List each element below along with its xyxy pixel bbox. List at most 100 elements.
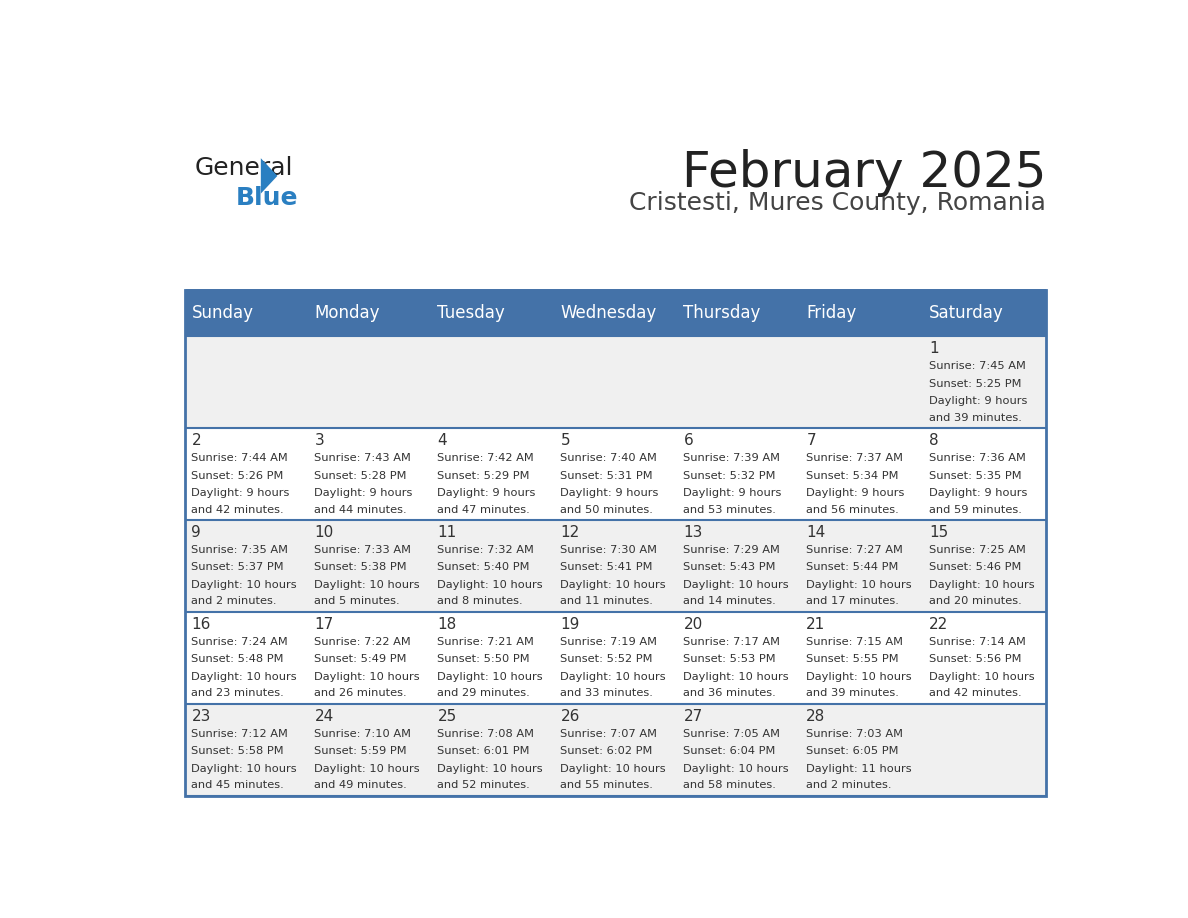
FancyBboxPatch shape bbox=[923, 290, 1047, 336]
Text: and 49 minutes.: and 49 minutes. bbox=[315, 780, 407, 790]
Text: and 52 minutes.: and 52 minutes. bbox=[437, 780, 530, 790]
Text: 22: 22 bbox=[929, 617, 948, 632]
Text: Daylight: 9 hours: Daylight: 9 hours bbox=[929, 396, 1028, 406]
Text: Sunset: 5:59 PM: Sunset: 5:59 PM bbox=[315, 746, 407, 756]
Text: Sunset: 5:31 PM: Sunset: 5:31 PM bbox=[561, 471, 653, 480]
Text: and 17 minutes.: and 17 minutes. bbox=[807, 597, 899, 607]
Text: Daylight: 10 hours: Daylight: 10 hours bbox=[807, 672, 912, 682]
Text: Daylight: 10 hours: Daylight: 10 hours bbox=[437, 672, 543, 682]
Text: and 50 minutes.: and 50 minutes. bbox=[561, 505, 653, 514]
FancyBboxPatch shape bbox=[309, 290, 431, 336]
Text: Sunset: 5:43 PM: Sunset: 5:43 PM bbox=[683, 563, 776, 573]
Text: Daylight: 10 hours: Daylight: 10 hours bbox=[929, 672, 1035, 682]
Text: and 20 minutes.: and 20 minutes. bbox=[929, 597, 1022, 607]
Text: Daylight: 9 hours: Daylight: 9 hours bbox=[929, 488, 1028, 498]
Text: Daylight: 9 hours: Daylight: 9 hours bbox=[191, 488, 290, 498]
Text: Daylight: 10 hours: Daylight: 10 hours bbox=[683, 580, 789, 590]
Text: and 42 minutes.: and 42 minutes. bbox=[191, 505, 284, 514]
Text: Daylight: 10 hours: Daylight: 10 hours bbox=[807, 580, 912, 590]
Text: and 29 minutes.: and 29 minutes. bbox=[437, 688, 530, 699]
Text: and 14 minutes.: and 14 minutes. bbox=[683, 597, 776, 607]
Text: Sunrise: 7:43 AM: Sunrise: 7:43 AM bbox=[315, 453, 411, 463]
Text: and 5 minutes.: and 5 minutes. bbox=[315, 597, 400, 607]
FancyBboxPatch shape bbox=[185, 612, 1047, 704]
Text: Sunrise: 7:12 AM: Sunrise: 7:12 AM bbox=[191, 729, 289, 739]
Text: Sunrise: 7:36 AM: Sunrise: 7:36 AM bbox=[929, 453, 1026, 463]
Text: 7: 7 bbox=[807, 433, 816, 448]
Text: and 39 minutes.: and 39 minutes. bbox=[807, 688, 899, 699]
Text: Sunset: 6:05 PM: Sunset: 6:05 PM bbox=[807, 746, 899, 756]
Text: Sunrise: 7:45 AM: Sunrise: 7:45 AM bbox=[929, 361, 1026, 371]
Text: and 26 minutes.: and 26 minutes. bbox=[315, 688, 407, 699]
Text: Sunrise: 7:44 AM: Sunrise: 7:44 AM bbox=[191, 453, 289, 463]
Text: Sunrise: 7:33 AM: Sunrise: 7:33 AM bbox=[315, 545, 411, 555]
Text: 23: 23 bbox=[191, 709, 210, 723]
Text: Tuesday: Tuesday bbox=[437, 305, 505, 322]
Text: Sunset: 5:52 PM: Sunset: 5:52 PM bbox=[561, 655, 653, 665]
Text: Sunrise: 7:07 AM: Sunrise: 7:07 AM bbox=[561, 729, 657, 739]
Text: Sunrise: 7:24 AM: Sunrise: 7:24 AM bbox=[191, 637, 289, 647]
Text: Sunrise: 7:10 AM: Sunrise: 7:10 AM bbox=[315, 729, 411, 739]
Text: 19: 19 bbox=[561, 617, 580, 632]
Text: Monday: Monday bbox=[315, 305, 380, 322]
Text: 18: 18 bbox=[437, 617, 456, 632]
Text: Sunset: 5:50 PM: Sunset: 5:50 PM bbox=[437, 655, 530, 665]
Text: Sunrise: 7:22 AM: Sunrise: 7:22 AM bbox=[315, 637, 411, 647]
FancyBboxPatch shape bbox=[555, 290, 677, 336]
Text: Sunrise: 7:30 AM: Sunrise: 7:30 AM bbox=[561, 545, 657, 555]
Text: 21: 21 bbox=[807, 617, 826, 632]
Text: Thursday: Thursday bbox=[683, 305, 760, 322]
Text: 9: 9 bbox=[191, 525, 201, 540]
Text: February 2025: February 2025 bbox=[682, 149, 1047, 197]
Text: Sunrise: 7:21 AM: Sunrise: 7:21 AM bbox=[437, 637, 535, 647]
Text: 3: 3 bbox=[315, 433, 324, 448]
Text: Sunset: 5:29 PM: Sunset: 5:29 PM bbox=[437, 471, 530, 480]
Text: 17: 17 bbox=[315, 617, 334, 632]
Text: Daylight: 10 hours: Daylight: 10 hours bbox=[929, 580, 1035, 590]
Text: Sunset: 5:25 PM: Sunset: 5:25 PM bbox=[929, 378, 1022, 388]
Text: Sunset: 5:49 PM: Sunset: 5:49 PM bbox=[315, 655, 407, 665]
Text: Sunset: 5:35 PM: Sunset: 5:35 PM bbox=[929, 471, 1022, 480]
Text: Daylight: 10 hours: Daylight: 10 hours bbox=[683, 672, 789, 682]
Text: Sunrise: 7:42 AM: Sunrise: 7:42 AM bbox=[437, 453, 535, 463]
Text: Blue: Blue bbox=[236, 185, 298, 210]
Text: Sunrise: 7:40 AM: Sunrise: 7:40 AM bbox=[561, 453, 657, 463]
Text: Sunset: 5:48 PM: Sunset: 5:48 PM bbox=[191, 655, 284, 665]
FancyBboxPatch shape bbox=[185, 521, 1047, 612]
Text: Sunrise: 7:05 AM: Sunrise: 7:05 AM bbox=[683, 729, 781, 739]
Text: 16: 16 bbox=[191, 617, 210, 632]
Text: Daylight: 9 hours: Daylight: 9 hours bbox=[437, 488, 536, 498]
Text: and 45 minutes.: and 45 minutes. bbox=[191, 780, 284, 790]
Text: and 23 minutes.: and 23 minutes. bbox=[191, 688, 284, 699]
Text: Sunset: 5:37 PM: Sunset: 5:37 PM bbox=[191, 563, 284, 573]
Text: 1: 1 bbox=[929, 341, 939, 356]
Text: Daylight: 10 hours: Daylight: 10 hours bbox=[561, 580, 666, 590]
Text: and 39 minutes.: and 39 minutes. bbox=[929, 412, 1022, 422]
Text: 5: 5 bbox=[561, 433, 570, 448]
Text: and 2 minutes.: and 2 minutes. bbox=[807, 780, 892, 790]
Text: Sunrise: 7:19 AM: Sunrise: 7:19 AM bbox=[561, 637, 657, 647]
FancyBboxPatch shape bbox=[185, 336, 1047, 428]
Text: Sunrise: 7:37 AM: Sunrise: 7:37 AM bbox=[807, 453, 903, 463]
Text: 13: 13 bbox=[683, 525, 703, 540]
Text: 12: 12 bbox=[561, 525, 580, 540]
Text: and 59 minutes.: and 59 minutes. bbox=[929, 505, 1022, 514]
Text: Daylight: 10 hours: Daylight: 10 hours bbox=[191, 580, 297, 590]
Text: and 8 minutes.: and 8 minutes. bbox=[437, 597, 523, 607]
Text: 25: 25 bbox=[437, 709, 456, 723]
Text: Daylight: 9 hours: Daylight: 9 hours bbox=[807, 488, 905, 498]
Text: Sunset: 5:46 PM: Sunset: 5:46 PM bbox=[929, 563, 1022, 573]
Text: Daylight: 10 hours: Daylight: 10 hours bbox=[683, 764, 789, 774]
Text: Sunset: 5:32 PM: Sunset: 5:32 PM bbox=[683, 471, 776, 480]
Text: Sunrise: 7:14 AM: Sunrise: 7:14 AM bbox=[929, 637, 1026, 647]
Text: and 55 minutes.: and 55 minutes. bbox=[561, 780, 653, 790]
Text: Daylight: 9 hours: Daylight: 9 hours bbox=[683, 488, 782, 498]
Text: and 11 minutes.: and 11 minutes. bbox=[561, 597, 653, 607]
Text: and 47 minutes.: and 47 minutes. bbox=[437, 505, 530, 514]
Text: Daylight: 10 hours: Daylight: 10 hours bbox=[561, 672, 666, 682]
Text: Sunset: 5:26 PM: Sunset: 5:26 PM bbox=[191, 471, 284, 480]
Text: Sunset: 6:04 PM: Sunset: 6:04 PM bbox=[683, 746, 776, 756]
Text: Daylight: 10 hours: Daylight: 10 hours bbox=[315, 672, 421, 682]
Text: Sunset: 5:34 PM: Sunset: 5:34 PM bbox=[807, 471, 899, 480]
Text: Sunset: 6:01 PM: Sunset: 6:01 PM bbox=[437, 746, 530, 756]
